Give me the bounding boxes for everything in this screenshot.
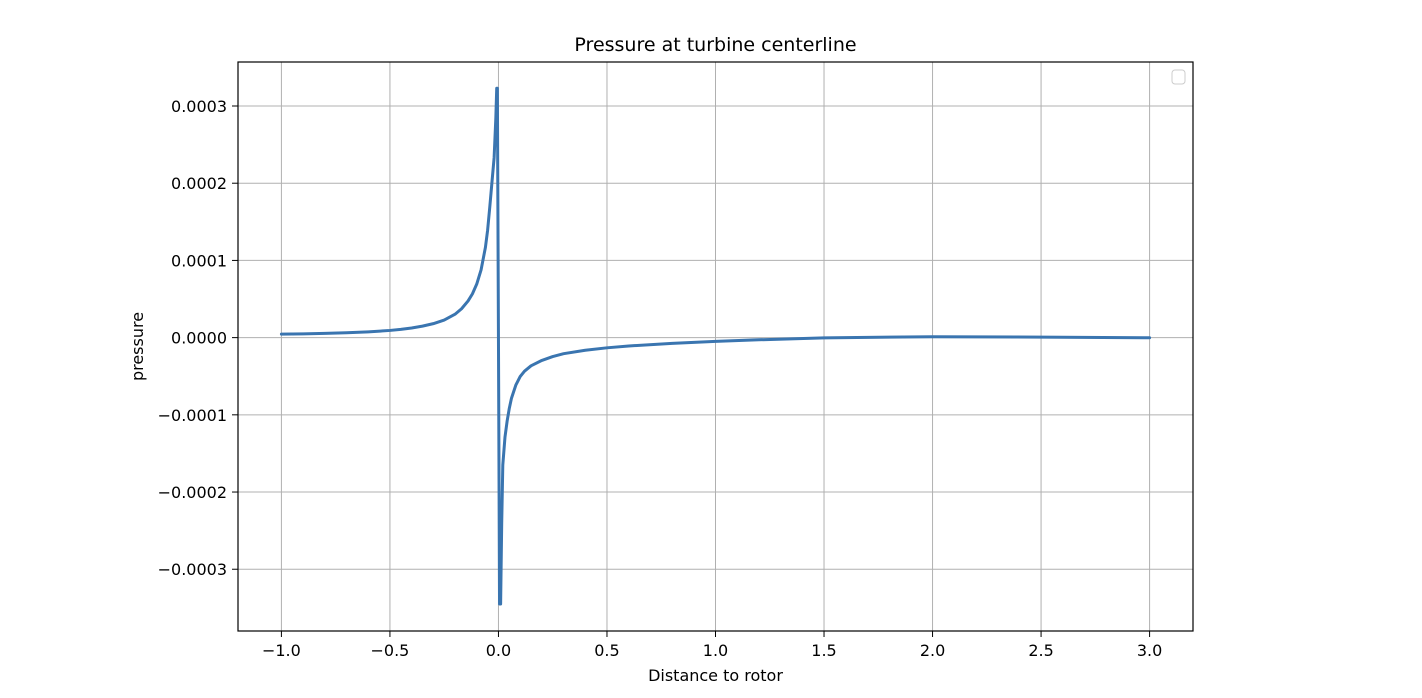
x-tick-label: 2.0: [920, 641, 945, 660]
y-axis-title: pressure: [128, 312, 147, 381]
x-tick-label: −1.0: [262, 641, 301, 660]
x-tick-label: 1.0: [703, 641, 728, 660]
chart-title: Pressure at turbine centerline: [574, 34, 856, 56]
x-tick-label: 2.5: [1028, 641, 1053, 660]
y-tick-label: 0.0003: [171, 97, 227, 116]
y-tick-label: 0.0002: [171, 174, 227, 193]
y-tick-label: −0.0001: [158, 406, 227, 425]
x-tick-label: 0.0: [486, 641, 511, 660]
legend-box: [1171, 69, 1186, 85]
grid: [238, 62, 1193, 631]
series-layer: [279, 86, 1152, 606]
y-tick-label: −0.0003: [158, 560, 227, 579]
x-axis-title: Distance to rotor: [648, 666, 783, 685]
series-line-0: [279, 86, 1152, 606]
x-tick-label: −0.5: [371, 641, 410, 660]
y-tick-label: 0.0000: [171, 329, 227, 348]
y-tick-label: −0.0002: [158, 483, 227, 502]
ticks: −1.0 −0.5 0.0 0.5 1.0 1.5 2.0 2.5 3.0 0.0003 0.000…: [158, 97, 1163, 660]
x-tick-label: 0.5: [594, 641, 619, 660]
x-tick-label: 3.0: [1137, 641, 1162, 660]
x-tick-label: 1.5: [811, 641, 836, 660]
y-tick-label: 0.0001: [171, 251, 227, 270]
